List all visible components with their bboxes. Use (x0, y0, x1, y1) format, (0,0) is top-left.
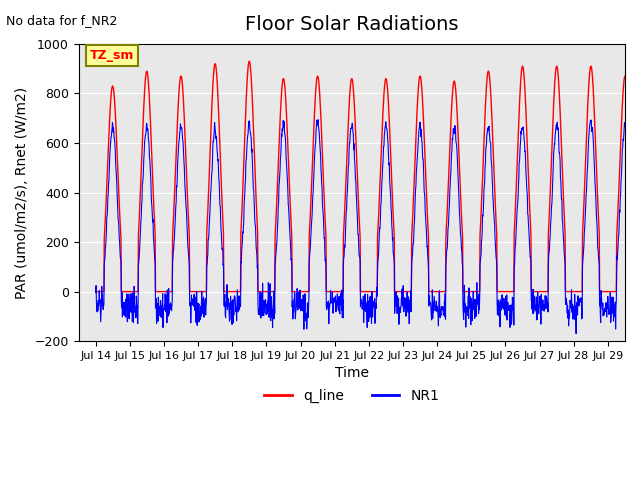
NR1 (572, 331, 580, 336)
Title: Floor Solar Radiations: Floor Solar Radiations (245, 15, 458, 34)
NR1 (177, 125, 185, 131)
q_line (355, 205, 362, 211)
q_line (344, 118, 352, 124)
q_line (177, 73, 185, 79)
Y-axis label: PAR (umol/m2/s), Rnet (W/m2): PAR (umol/m2/s), Rnet (W/m2) (15, 86, 29, 299)
Line: q_line: q_line (96, 61, 640, 292)
Line: NR1: NR1 (96, 120, 640, 334)
NR1 (579, 313, 586, 319)
NR1 (632, 300, 639, 305)
Legend: q_line, NR1: q_line, NR1 (259, 383, 445, 408)
Text: No data for f_NR2: No data for f_NR2 (6, 14, 118, 27)
NR1 (314, 117, 322, 122)
q_line (631, 289, 639, 295)
q_line (245, 59, 253, 64)
NR1 (355, 242, 362, 248)
q_line (92, 289, 100, 295)
NR1 (638, 307, 640, 313)
NR1 (92, 289, 100, 295)
q_line (498, 289, 506, 295)
Text: TZ_sm: TZ_sm (90, 49, 134, 62)
q_line (578, 289, 586, 295)
NR1 (498, 304, 506, 310)
q_line (638, 289, 640, 295)
NR1 (344, 163, 352, 169)
X-axis label: Time: Time (335, 366, 369, 381)
